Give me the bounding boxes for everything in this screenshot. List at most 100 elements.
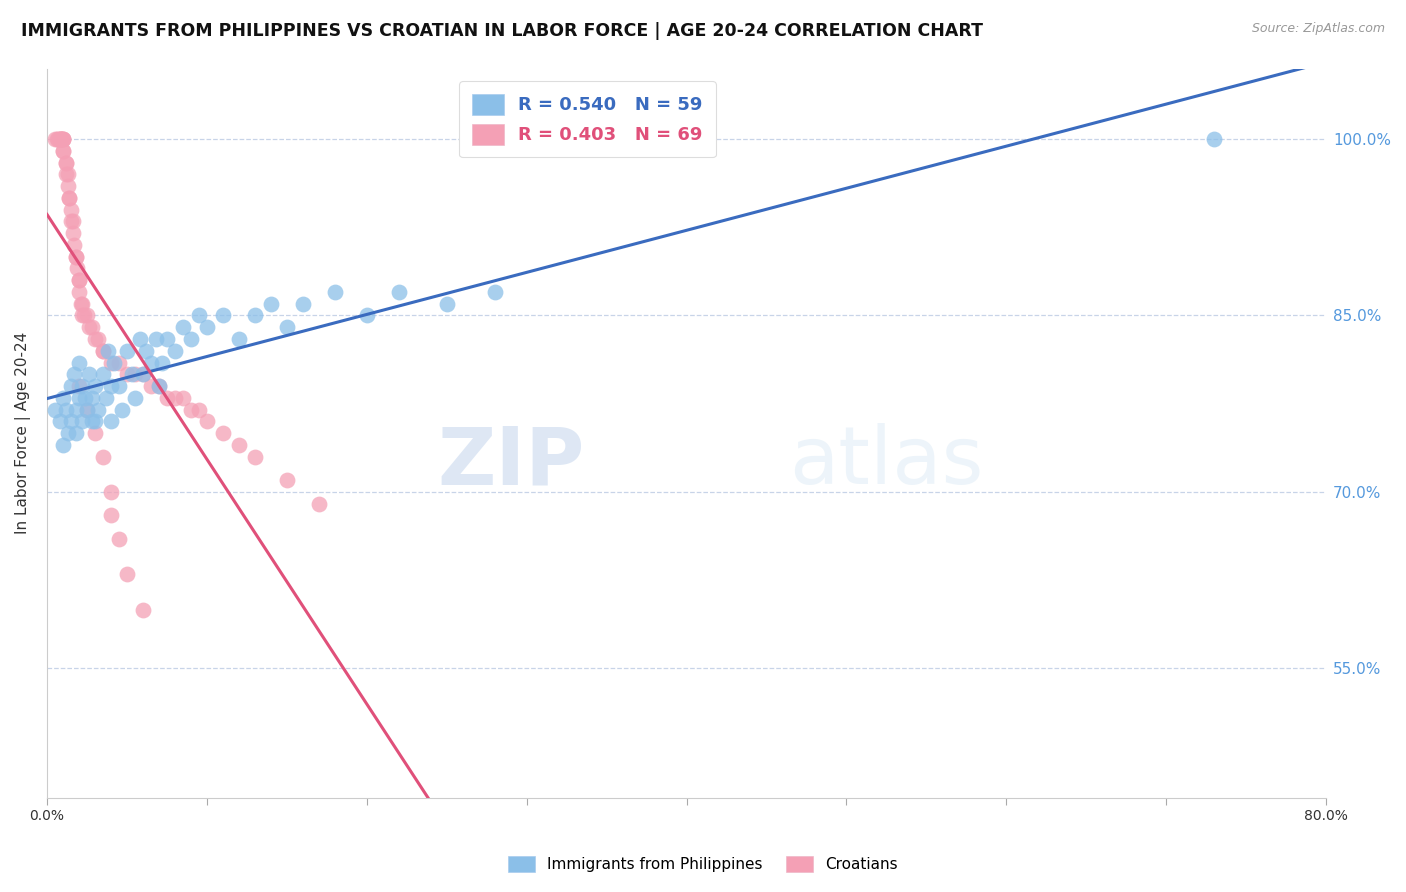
Point	[80, 414, 103, 428]
Point	[84, 426, 107, 441]
Point	[276, 320, 298, 334]
Point	[156, 391, 179, 405]
Point	[70, 379, 93, 393]
Point	[139, 355, 162, 369]
Point	[49, 132, 72, 146]
Point	[55, 402, 77, 417]
Point	[87, 332, 110, 346]
Point	[276, 473, 298, 487]
Legend: R = 0.540   N = 59, R = 0.403   N = 69: R = 0.540 N = 59, R = 0.403 N = 69	[458, 81, 716, 157]
Point	[91, 368, 114, 382]
Point	[484, 285, 506, 299]
Point	[228, 438, 250, 452]
Point	[132, 602, 155, 616]
Y-axis label: In Labor Force | Age 20-24: In Labor Force | Age 20-24	[15, 332, 31, 534]
Point	[148, 379, 170, 393]
Point	[55, 167, 77, 181]
Point	[1204, 132, 1226, 146]
Point	[228, 332, 250, 346]
Point	[195, 414, 218, 428]
Point	[73, 309, 96, 323]
Point	[163, 391, 186, 405]
Point	[77, 320, 100, 334]
Point	[70, 297, 93, 311]
Point	[356, 309, 378, 323]
Point	[52, 132, 75, 146]
Point	[70, 309, 93, 323]
Point	[80, 320, 103, 334]
Point	[66, 261, 89, 276]
Point	[100, 484, 122, 499]
Point	[84, 379, 107, 393]
Point	[100, 508, 122, 523]
Point	[163, 343, 186, 358]
Point	[91, 343, 114, 358]
Point	[65, 402, 87, 417]
Point	[132, 368, 155, 382]
Point	[59, 379, 82, 393]
Point	[388, 285, 411, 299]
Legend: Immigrants from Philippines, Croatians: Immigrants from Philippines, Croatians	[501, 848, 905, 880]
Point	[76, 402, 98, 417]
Point	[211, 426, 233, 441]
Point	[76, 309, 98, 323]
Point	[51, 132, 73, 146]
Point	[58, 191, 80, 205]
Point	[63, 368, 86, 382]
Point	[260, 297, 283, 311]
Point	[150, 355, 173, 369]
Point	[52, 438, 75, 452]
Point	[100, 414, 122, 428]
Point	[67, 273, 90, 287]
Text: atlas: atlas	[789, 424, 983, 501]
Point	[65, 250, 87, 264]
Point	[139, 379, 162, 393]
Point	[76, 402, 98, 417]
Point	[51, 132, 73, 146]
Point	[103, 355, 125, 369]
Point	[77, 368, 100, 382]
Point	[145, 332, 167, 346]
Point	[187, 402, 209, 417]
Point	[243, 309, 266, 323]
Point	[172, 391, 194, 405]
Point	[67, 273, 90, 287]
Point	[62, 214, 84, 228]
Point	[75, 391, 97, 405]
Point	[100, 379, 122, 393]
Point	[55, 155, 77, 169]
Point	[62, 226, 84, 240]
Text: ZIP: ZIP	[437, 424, 583, 501]
Point	[84, 414, 107, 428]
Point	[56, 179, 79, 194]
Point	[187, 309, 209, 323]
Point	[132, 368, 155, 382]
Point	[291, 297, 314, 311]
Point	[436, 297, 458, 311]
Point	[108, 532, 131, 546]
Point	[49, 132, 72, 146]
Point	[59, 214, 82, 228]
Point	[46, 132, 69, 146]
Point	[59, 414, 82, 428]
Point	[56, 426, 79, 441]
Point	[51, 132, 73, 146]
Point	[52, 391, 75, 405]
Point	[65, 426, 87, 441]
Point	[91, 343, 114, 358]
Point	[70, 414, 93, 428]
Point	[124, 368, 146, 382]
Point	[56, 167, 79, 181]
Point	[243, 450, 266, 464]
Point	[63, 238, 86, 252]
Point	[180, 332, 202, 346]
Point	[135, 343, 157, 358]
Point	[108, 379, 131, 393]
Point	[67, 379, 90, 393]
Point	[97, 343, 120, 358]
Point	[52, 144, 75, 158]
Point	[67, 355, 90, 369]
Point	[52, 132, 75, 146]
Point	[69, 297, 91, 311]
Point	[80, 391, 103, 405]
